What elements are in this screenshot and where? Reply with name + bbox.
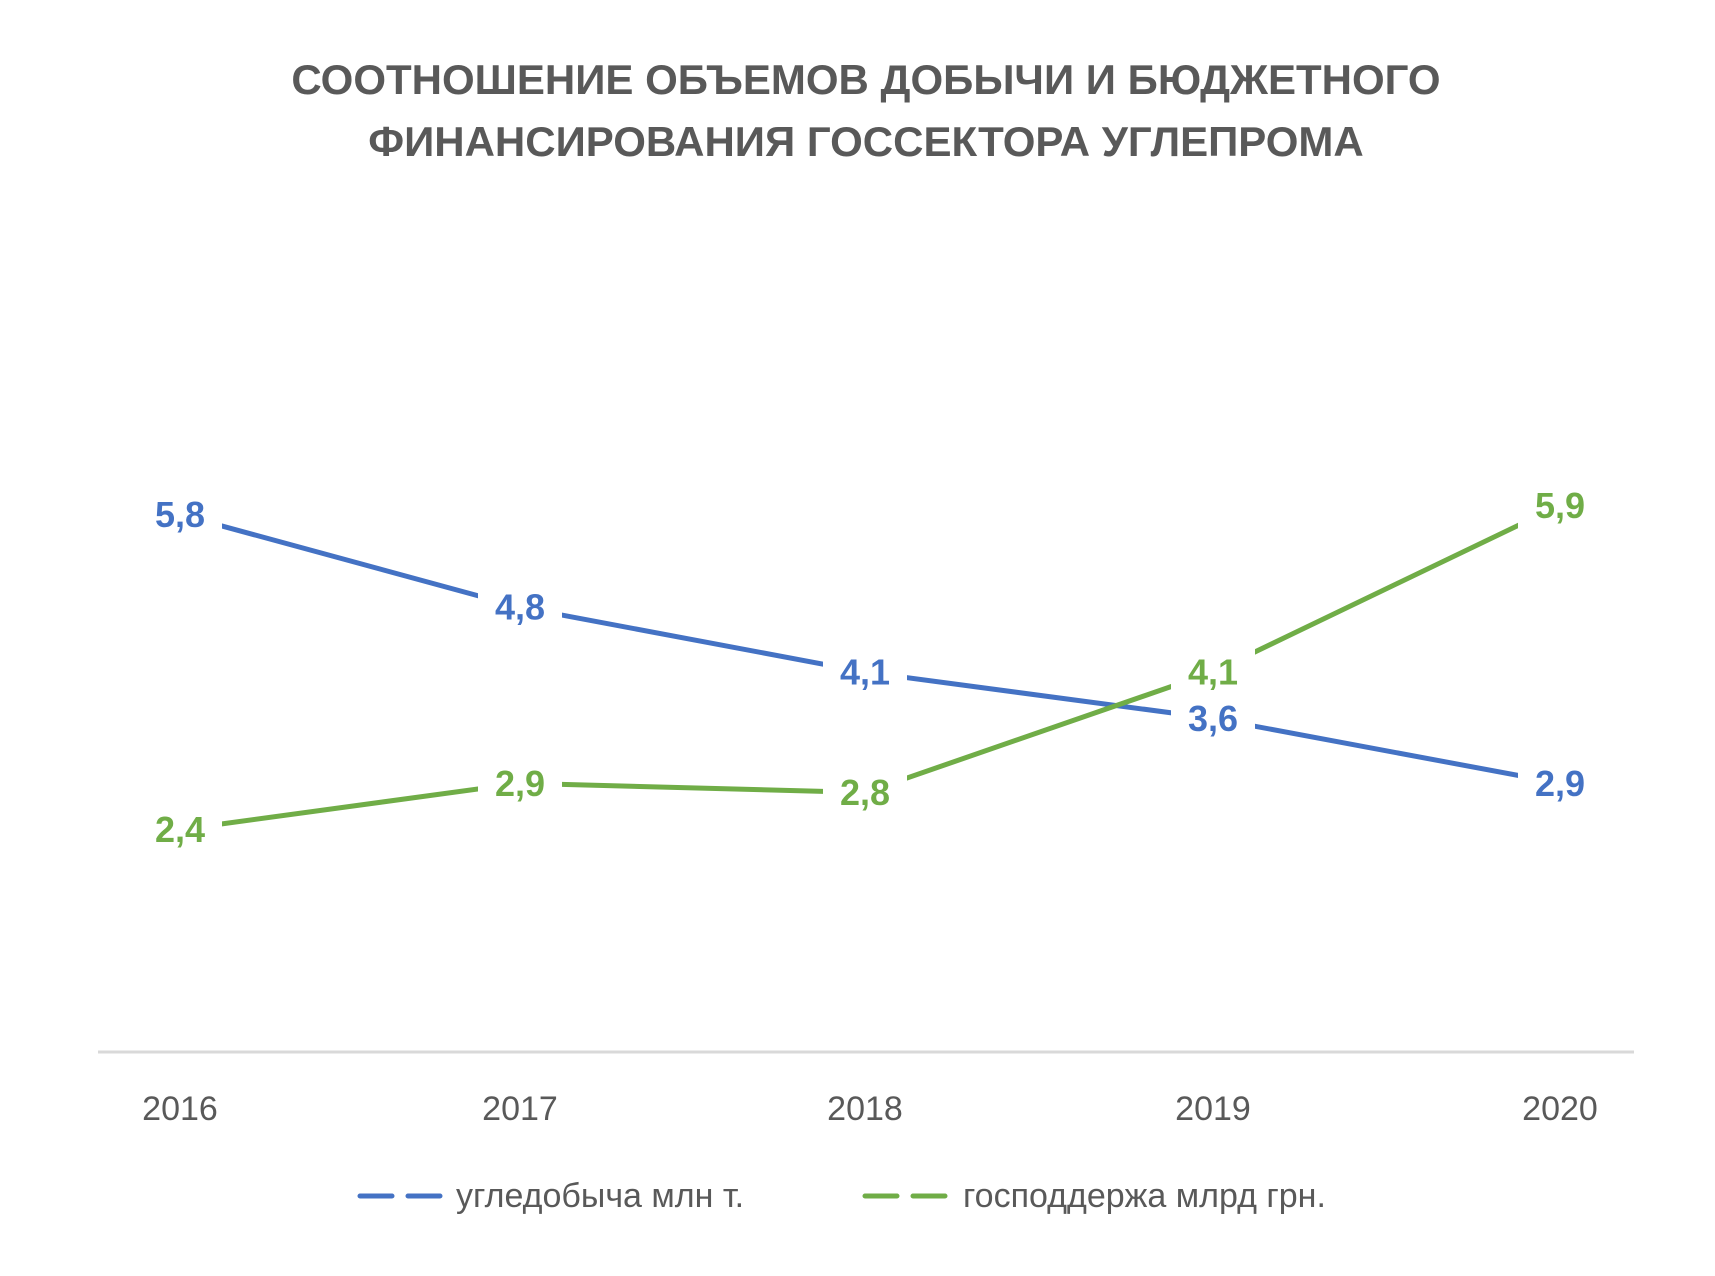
data-label: 2,8 <box>840 772 890 813</box>
x-tick-label: 2017 <box>482 1090 558 1128</box>
data-label-bg <box>1171 646 1255 699</box>
x-tick-label: 2019 <box>1175 1090 1251 1128</box>
data-label-bg <box>823 766 907 819</box>
x-tick-label: 2018 <box>827 1090 903 1128</box>
data-label-bg <box>1518 479 1602 532</box>
data-label: 2,9 <box>1535 763 1585 804</box>
data-label-bg <box>138 803 222 856</box>
data-label-bg <box>478 757 562 810</box>
x-tick-label: 2020 <box>1522 1090 1598 1128</box>
data-label-bg <box>138 488 222 541</box>
data-label: 4,8 <box>495 587 545 628</box>
chart-title-line-2: ФИНАНСИРОВАНИЯ ГОССЕКТОРА УГЛЕПРОМА <box>368 118 1364 165</box>
data-label-bg <box>1518 757 1602 810</box>
data-label: 2,9 <box>495 763 545 804</box>
data-label-bg <box>823 646 907 699</box>
chart-title-line-1: СООТНОШЕНИЕ ОБЪЕМОВ ДОБЫЧИ И БЮДЖЕТНОГО <box>291 56 1440 103</box>
x-tick-label: 2016 <box>142 1090 218 1128</box>
data-label: 5,8 <box>155 494 205 535</box>
x-axis-ticks: 2016 2017 2018 2019 2020 <box>142 1090 1598 1128</box>
data-label: 4,1 <box>1188 652 1238 693</box>
data-label: 5,9 <box>1535 485 1585 526</box>
data-label: 4,1 <box>840 652 890 693</box>
data-label-bg <box>478 581 562 634</box>
series-layer: 5,8 4,8 4,1 3,6 2,9 2,4 2,9 2,8 4,1 5,9 <box>138 479 1602 856</box>
legend-label-2: господдержа млрд грн. <box>963 1177 1326 1215</box>
legend-label-1: угледобыча млн т. <box>456 1177 744 1215</box>
data-label: 2,4 <box>155 809 205 850</box>
data-label-bg <box>1171 692 1255 745</box>
data-label: 3,6 <box>1188 698 1238 739</box>
legend: угледобыча млн т. господдержа млрд грн. <box>357 1177 1326 1215</box>
